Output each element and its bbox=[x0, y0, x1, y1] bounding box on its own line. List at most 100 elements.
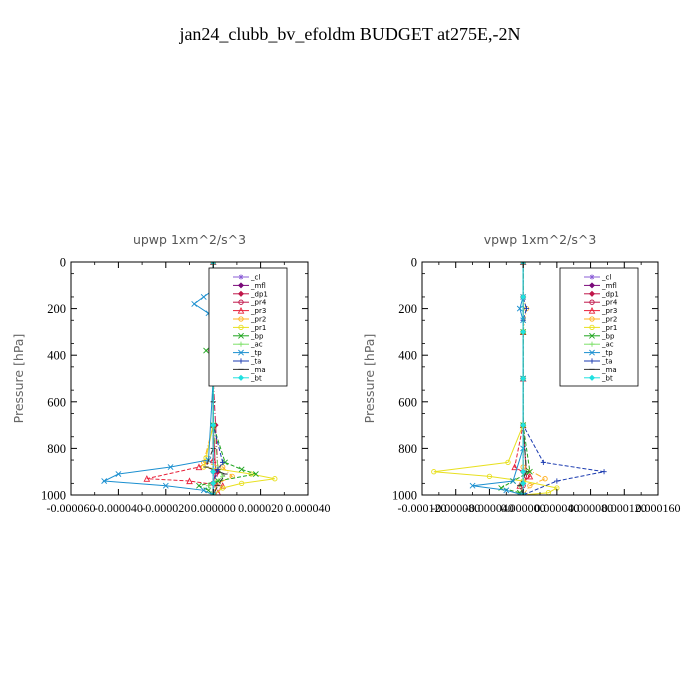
legend-entry: _bt bbox=[601, 374, 613, 382]
x-tick-label: -0.000060 bbox=[47, 501, 96, 515]
data-point-pr3 bbox=[526, 472, 534, 480]
series-line-ma bbox=[205, 262, 226, 495]
data-point-tp bbox=[200, 294, 207, 300]
data-point-bt bbox=[520, 328, 527, 335]
data-point-tp bbox=[210, 492, 217, 495]
legend-marker bbox=[589, 332, 595, 339]
series-line-pr2 bbox=[522, 262, 547, 495]
data-point-bt bbox=[520, 480, 527, 487]
legend-marker bbox=[589, 299, 595, 305]
legend-entry: _bp bbox=[601, 332, 615, 340]
data-point-pr1 bbox=[248, 471, 254, 477]
data-point-bp bbox=[196, 482, 202, 489]
legend-entry: _ac bbox=[250, 341, 263, 349]
data-point-bp bbox=[526, 468, 533, 475]
legend-entry: _ma bbox=[250, 366, 266, 374]
data-point-tp bbox=[469, 482, 476, 489]
legend-marker bbox=[589, 341, 595, 347]
legend-entry: _pr2 bbox=[250, 316, 266, 324]
data-point-bt bbox=[210, 480, 217, 487]
legend-entry: _pr1 bbox=[601, 324, 617, 332]
data-point-pr1 bbox=[238, 480, 245, 486]
series-line-tp bbox=[472, 262, 524, 495]
legend-entry: _dp1 bbox=[601, 290, 619, 298]
legend-marker bbox=[238, 299, 244, 305]
y-axis-label: Pressure [hPa] bbox=[362, 334, 377, 424]
data-point-tp bbox=[210, 262, 217, 265]
x-tick-label: -0.000040 bbox=[94, 501, 143, 515]
legend-entry: _pr3 bbox=[250, 307, 266, 315]
data-point-tp bbox=[167, 464, 174, 470]
legend-marker bbox=[237, 306, 245, 314]
data-point-tp bbox=[162, 482, 169, 489]
legend-entry: _ta bbox=[250, 358, 262, 366]
vpwp-panel: vpwp 1xm^2/s^3 Pressure [hPa] 0 200 400 600 80… bbox=[362, 232, 681, 515]
legend-entry: _tp bbox=[250, 349, 262, 357]
data-point-bp bbox=[252, 471, 259, 477]
data-point-ta bbox=[220, 459, 226, 465]
y-tick-label: 0 bbox=[411, 256, 417, 270]
data-point-pr3 bbox=[143, 475, 151, 482]
y-tick-label: 600 bbox=[47, 395, 66, 409]
legend-marker bbox=[589, 274, 595, 280]
x-tick-label: 0.000120 bbox=[602, 501, 647, 515]
legend-marker bbox=[238, 316, 244, 322]
legend-entry: _mfl bbox=[250, 282, 266, 290]
data-point-ta bbox=[540, 459, 546, 465]
data-point-tp bbox=[200, 487, 207, 494]
x-tick-label: 0.000160 bbox=[636, 501, 681, 515]
x-tick-label: 0.000080 bbox=[568, 501, 613, 515]
data-point-ta bbox=[215, 466, 221, 472]
x-tick-label: 0.000000 bbox=[501, 501, 546, 515]
legend-entry: _ac bbox=[601, 341, 614, 349]
legend-entry: _tp bbox=[601, 349, 613, 357]
data-point-ta bbox=[554, 478, 560, 484]
data-point-tp bbox=[115, 471, 122, 477]
legend-marker bbox=[589, 316, 595, 322]
data-point-bt bbox=[210, 468, 217, 475]
data-point-tp bbox=[503, 487, 510, 494]
legend-entry: _cl bbox=[250, 274, 260, 282]
legend-marker bbox=[588, 290, 596, 297]
legend-entry: _ma bbox=[601, 366, 617, 374]
data-point-tp bbox=[520, 262, 527, 265]
legend-marker bbox=[237, 374, 245, 381]
legend-entry: _cl bbox=[601, 274, 611, 282]
series-line-pr1 bbox=[433, 262, 559, 495]
legend-marker bbox=[588, 306, 596, 314]
data-point-tp bbox=[520, 492, 527, 495]
data-point-pr3 bbox=[195, 463, 203, 471]
data-point-bt bbox=[520, 422, 527, 429]
data-point-bt bbox=[210, 422, 217, 429]
legend-marker bbox=[589, 349, 595, 356]
x-tick-label: 0.000040 bbox=[534, 501, 579, 515]
data-point-pr1 bbox=[272, 476, 278, 482]
y-tick-label: 600 bbox=[398, 395, 417, 409]
legend-marker bbox=[237, 290, 245, 297]
data-point-tp bbox=[191, 301, 198, 307]
data-point-tp bbox=[516, 305, 523, 312]
legend-marker bbox=[238, 349, 244, 356]
legend-entry: _pr1 bbox=[250, 324, 266, 332]
y-tick-label: 200 bbox=[398, 302, 417, 316]
series-group bbox=[431, 262, 607, 495]
legend-entry: _pr3 bbox=[601, 307, 617, 315]
x-tick-label: -0.000120 bbox=[398, 501, 447, 515]
y-tick-label: 800 bbox=[398, 442, 417, 456]
y-tick-label: 1000 bbox=[41, 489, 66, 503]
series-line-tp bbox=[102, 262, 214, 495]
x-tick-label: -0.000020 bbox=[141, 501, 190, 515]
legend-marker bbox=[238, 341, 244, 347]
legend-marker bbox=[238, 332, 244, 339]
y-axis-label: Pressure [hPa] bbox=[11, 334, 26, 424]
legend-entry: _pr2 bbox=[601, 316, 617, 324]
data-point-bp bbox=[238, 466, 245, 473]
data-point-bt bbox=[520, 375, 527, 382]
data-point-bt bbox=[520, 293, 527, 300]
legend-marker bbox=[237, 282, 245, 289]
data-point-pr2 bbox=[542, 476, 548, 482]
data-point-tp bbox=[510, 478, 516, 484]
y-tick-label: 1000 bbox=[392, 489, 417, 503]
legend-entry: _mfl bbox=[601, 282, 617, 290]
data-point-pr3 bbox=[511, 463, 519, 471]
